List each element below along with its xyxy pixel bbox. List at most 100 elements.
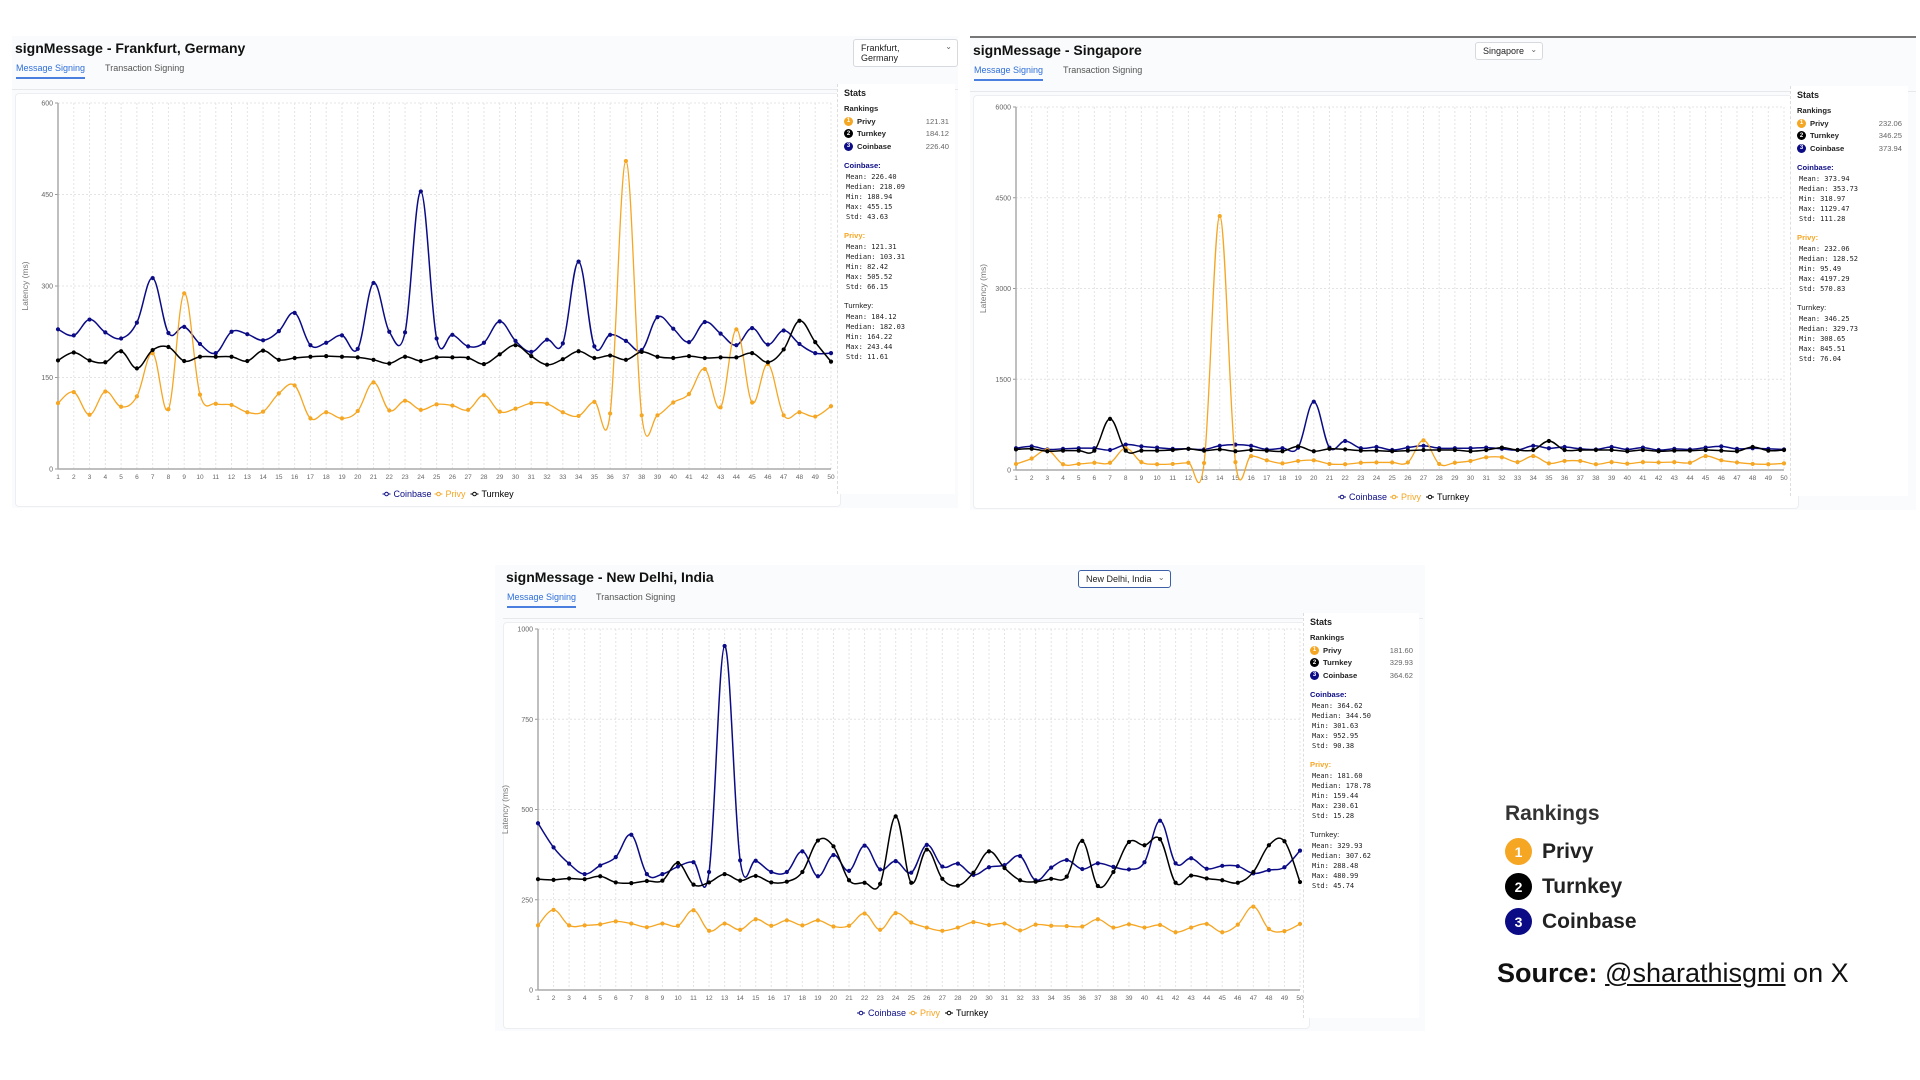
data-point-privy[interactable] (1781, 461, 1787, 466)
data-point-turnkey[interactable] (1173, 880, 1178, 885)
data-point-privy[interactable] (1233, 460, 1238, 465)
data-point-privy[interactable] (686, 391, 692, 397)
data-point-coinbase[interactable] (781, 328, 786, 333)
legend-item-privy[interactable]: Privy (920, 1008, 940, 1018)
data-point-turnkey[interactable] (576, 349, 581, 354)
data-point-turnkey[interactable] (1280, 449, 1285, 454)
data-point-privy[interactable] (893, 911, 898, 916)
data-point-turnkey[interactable] (1080, 838, 1085, 844)
data-point-privy[interactable] (276, 391, 281, 396)
data-point-coinbase[interactable] (324, 340, 329, 345)
data-point-turnkey[interactable] (831, 844, 836, 849)
data-point-privy[interactable] (1017, 928, 1023, 933)
data-point-privy[interactable] (1609, 460, 1614, 465)
data-point-privy[interactable] (1390, 460, 1395, 465)
data-point-coinbase[interactable] (544, 337, 550, 342)
legend-item-privy[interactable]: Privy (1401, 492, 1421, 502)
data-point-privy[interactable] (1703, 453, 1708, 459)
data-point-coinbase[interactable] (598, 863, 603, 868)
data-point-privy[interactable] (1264, 458, 1269, 463)
legend-item-coinbase[interactable]: Coinbase (394, 489, 432, 499)
data-point-turnkey[interactable] (1064, 874, 1069, 879)
data-point-turnkey[interactable] (260, 348, 266, 353)
data-point-privy[interactable] (613, 919, 618, 924)
data-point-turnkey[interactable] (119, 349, 124, 354)
data-point-coinbase[interactable] (718, 331, 723, 336)
data-point-turnkey[interactable] (1437, 447, 1442, 453)
data-point-turnkey[interactable] (671, 355, 676, 361)
data-point-privy[interactable] (846, 923, 852, 928)
data-point-turnkey[interactable] (862, 880, 867, 885)
data-point-privy[interactable] (639, 413, 644, 418)
data-point-turnkey[interactable] (87, 358, 92, 363)
data-point-turnkey[interactable] (1017, 878, 1023, 883)
data-point-coinbase[interactable] (402, 330, 408, 335)
data-point-privy[interactable] (1296, 458, 1301, 464)
data-point-turnkey[interactable] (1499, 445, 1504, 450)
data-point-turnkey[interactable] (513, 343, 518, 348)
data-point-coinbase[interactable] (87, 317, 92, 322)
data-point-coinbase[interactable] (1468, 446, 1473, 451)
data-point-turnkey[interactable] (1123, 448, 1128, 453)
data-point-coinbase[interactable] (150, 275, 155, 281)
data-point-privy[interactable] (1468, 458, 1473, 464)
data-point-turnkey[interactable] (55, 358, 61, 363)
data-point-privy[interactable] (1235, 922, 1240, 927)
data-point-coinbase[interactable] (1374, 444, 1379, 450)
data-point-privy[interactable] (497, 409, 502, 414)
data-point-privy[interactable] (1311, 458, 1316, 463)
data-point-privy[interactable] (418, 407, 423, 412)
data-point-privy[interactable] (1343, 462, 1348, 467)
data-point-turnkey[interactable] (828, 359, 834, 364)
data-point-coinbase[interactable] (878, 867, 883, 872)
data-point-coinbase[interactable] (893, 859, 898, 864)
data-point-privy[interactable] (292, 383, 297, 388)
data-point-privy[interactable] (434, 402, 439, 407)
tab-transaction-signing[interactable]: Transaction Signing (1063, 65, 1143, 75)
data-point-privy[interactable] (544, 401, 550, 406)
data-point-coinbase[interactable] (592, 344, 597, 349)
data-point-turnkey[interactable] (1703, 447, 1708, 453)
data-point-coinbase[interactable] (800, 849, 805, 854)
data-point-coinbase[interactable] (229, 329, 234, 334)
data-point-privy[interactable] (592, 399, 597, 404)
data-point-turnkey[interactable] (1189, 873, 1194, 878)
data-point-coinbase[interactable] (675, 864, 681, 869)
data-point-turnkey[interactable] (402, 354, 408, 359)
data-point-privy[interactable] (750, 400, 755, 405)
data-point-privy[interactable] (691, 908, 696, 913)
data-point-privy[interactable] (955, 925, 960, 930)
data-point-privy[interactable] (629, 921, 634, 926)
data-point-privy[interactable] (260, 409, 266, 414)
data-point-privy[interactable] (1531, 453, 1536, 459)
data-point-privy[interactable] (324, 410, 329, 415)
data-point-coinbase[interactable] (1343, 438, 1348, 444)
data-point-turnkey[interactable] (629, 881, 634, 886)
data-point-privy[interactable] (1358, 460, 1363, 465)
data-point-turnkey[interactable] (1111, 869, 1116, 875)
data-point-privy[interactable] (560, 410, 565, 415)
data-point-privy[interactable] (1656, 460, 1661, 465)
data-point-privy[interactable] (1282, 929, 1287, 934)
data-point-coinbase[interactable] (629, 832, 634, 837)
legend-item-turnkey[interactable]: Turnkey (1437, 492, 1470, 502)
data-point-turnkey[interactable] (1201, 448, 1207, 453)
legend-item-privy[interactable]: Privy (446, 489, 466, 499)
data-point-privy[interactable] (1060, 462, 1066, 467)
data-point-privy[interactable] (1002, 921, 1007, 926)
data-point-coinbase[interactable] (434, 336, 439, 341)
data-point-privy[interactable] (1189, 925, 1194, 930)
data-point-turnkey[interactable] (1092, 448, 1097, 453)
data-point-coinbase[interactable] (308, 343, 313, 348)
data-point-turnkey[interactable] (1296, 444, 1301, 449)
data-point-privy[interactable] (828, 404, 834, 409)
data-point-turnkey[interactable] (1126, 839, 1132, 845)
data-point-coinbase[interactable] (722, 643, 727, 649)
data-point-turnkey[interactable] (560, 357, 565, 362)
data-point-coinbase[interactable] (213, 351, 218, 356)
data-point-privy[interactable] (797, 410, 802, 415)
data-point-privy[interactable] (1186, 460, 1191, 465)
data-point-turnkey[interactable] (1484, 447, 1489, 453)
data-point-coinbase[interactable] (1154, 445, 1160, 450)
data-point-coinbase[interactable] (813, 351, 818, 356)
